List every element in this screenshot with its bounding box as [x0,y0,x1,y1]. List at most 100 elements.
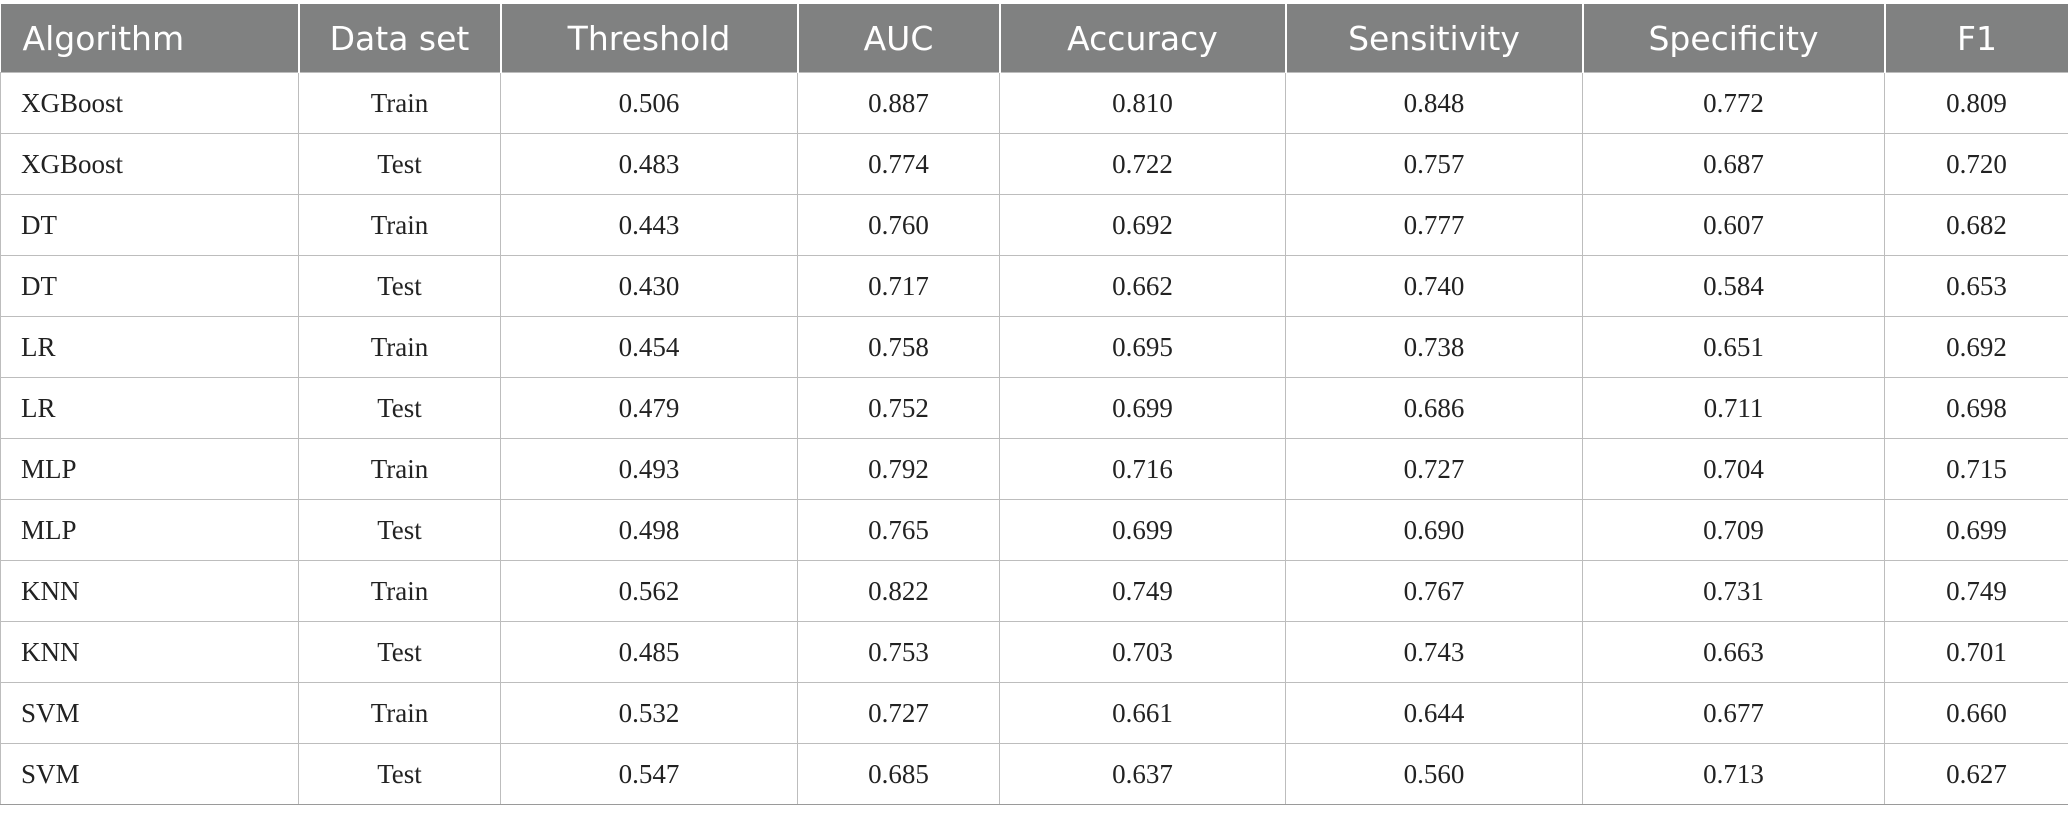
column-header-accuracy: Accuracy [999,4,1287,73]
table-row: KNN Train 0.562 0.822 0.749 0.767 0.731 0.749 [0,560,2068,622]
table-row: DT Train 0.443 0.760 0.692 0.777 0.607 0.682 [0,194,2068,256]
table-cell-data-set: Test [298,621,501,683]
table-cell-auc: 0.727 [797,682,1000,744]
table-cell-threshold: 0.483 [500,133,798,195]
table-cell-accuracy: 0.692 [999,194,1286,256]
table-cell-f1: 0.627 [1884,743,2068,805]
table-cell-f1: 0.699 [1884,499,2068,561]
table-cell-auc: 0.752 [797,377,1000,439]
table-cell-accuracy: 0.722 [999,133,1286,195]
table-cell-algorithm: LR [0,316,299,378]
table-cell-data-set: Train [298,316,501,378]
table-cell-sensitivity: 0.560 [1285,743,1583,805]
table-cell-f1: 0.698 [1884,377,2068,439]
table-cell-specificity: 0.687 [1582,133,1885,195]
table-cell-algorithm: MLP [0,499,299,561]
table-cell-algorithm: DT [0,255,299,317]
table-cell-f1: 0.653 [1884,255,2068,317]
table-cell-data-set: Test [298,499,501,561]
column-header-algorithm: Algorithm [0,4,300,73]
column-header-f1: F1 [1884,4,2068,73]
table-cell-sensitivity: 0.690 [1285,499,1583,561]
table-row: LR Test 0.479 0.752 0.699 0.686 0.711 0.698 [0,377,2068,439]
table-row: SVM Train 0.532 0.727 0.661 0.644 0.677 0.660 [0,682,2068,744]
table-cell-f1: 0.701 [1884,621,2068,683]
table-cell-specificity: 0.677 [1582,682,1885,744]
table-body: XGBoost Train 0.506 0.887 0.810 0.848 0.772 0.8… [0,72,2068,805]
table-cell-f1: 0.749 [1884,560,2068,622]
table-cell-threshold: 0.506 [500,72,798,134]
table-cell-data-set: Test [298,377,501,439]
column-header-sensitivity: Sensitivity [1285,4,1584,73]
column-header-auc: AUC [797,4,1001,73]
table-cell-sensitivity: 0.743 [1285,621,1583,683]
table-cell-data-set: Test [298,255,501,317]
table-cell-accuracy: 0.699 [999,499,1286,561]
table-cell-data-set: Train [298,194,501,256]
results-table: Algorithm Data set Threshold AUC Accuracy Sen… [0,4,2068,805]
table-cell-algorithm: LR [0,377,299,439]
table-cell-auc: 0.887 [797,72,1000,134]
table-cell-accuracy: 0.662 [999,255,1286,317]
table-cell-data-set: Train [298,438,501,500]
table-cell-sensitivity: 0.848 [1285,72,1583,134]
table-cell-f1: 0.682 [1884,194,2068,256]
table-cell-threshold: 0.479 [500,377,798,439]
table-cell-algorithm: KNN [0,560,299,622]
table-cell-threshold: 0.443 [500,194,798,256]
table-cell-accuracy: 0.703 [999,621,1286,683]
table-cell-f1: 0.660 [1884,682,2068,744]
column-header-data-set: Data set [298,4,502,73]
table-cell-threshold: 0.454 [500,316,798,378]
table-cell-threshold: 0.430 [500,255,798,317]
table-cell-auc: 0.792 [797,438,1000,500]
table-cell-sensitivity: 0.686 [1285,377,1583,439]
column-header-specificity: Specificity [1582,4,1886,73]
table-cell-data-set: Train [298,72,501,134]
table-cell-threshold: 0.562 [500,560,798,622]
table-cell-specificity: 0.584 [1582,255,1885,317]
table-cell-threshold: 0.493 [500,438,798,500]
table-cell-algorithm: KNN [0,621,299,683]
table-row: LR Train 0.454 0.758 0.695 0.738 0.651 0.692 [0,316,2068,378]
table-cell-specificity: 0.731 [1582,560,1885,622]
table-cell-sensitivity: 0.767 [1285,560,1583,622]
table-cell-accuracy: 0.749 [999,560,1286,622]
table-cell-data-set: Train [298,560,501,622]
table-row: MLP Test 0.498 0.765 0.699 0.690 0.709 0.699 [0,499,2068,561]
table-cell-specificity: 0.651 [1582,316,1885,378]
table-cell-specificity: 0.711 [1582,377,1885,439]
table-cell-auc: 0.753 [797,621,1000,683]
table-cell-auc: 0.822 [797,560,1000,622]
table-cell-threshold: 0.498 [500,499,798,561]
table-cell-sensitivity: 0.777 [1285,194,1583,256]
table-cell-sensitivity: 0.727 [1285,438,1583,500]
table-row: MLP Train 0.493 0.792 0.716 0.727 0.704 0.715 [0,438,2068,500]
table-cell-algorithm: XGBoost [0,72,299,134]
table-cell-threshold: 0.547 [500,743,798,805]
table-cell-algorithm: SVM [0,682,299,744]
table-cell-accuracy: 0.810 [999,72,1286,134]
table-row: DT Test 0.430 0.717 0.662 0.740 0.584 0.653 [0,255,2068,317]
table-cell-auc: 0.685 [797,743,1000,805]
table-cell-accuracy: 0.637 [999,743,1286,805]
table-cell-specificity: 0.713 [1582,743,1885,805]
table-cell-sensitivity: 0.740 [1285,255,1583,317]
table-cell-specificity: 0.772 [1582,72,1885,134]
table-cell-auc: 0.765 [797,499,1000,561]
table-cell-data-set: Test [298,743,501,805]
table-cell-algorithm: DT [0,194,299,256]
table-cell-sensitivity: 0.757 [1285,133,1583,195]
table-cell-f1: 0.715 [1884,438,2068,500]
table-row: SVM Test 0.547 0.685 0.637 0.560 0.713 0.627 [0,743,2068,805]
table-cell-algorithm: MLP [0,438,299,500]
table-row: KNN Test 0.485 0.753 0.703 0.743 0.663 0.701 [0,621,2068,683]
table-cell-specificity: 0.607 [1582,194,1885,256]
table-cell-data-set: Test [298,133,501,195]
table-cell-auc: 0.758 [797,316,1000,378]
table-row: XGBoost Train 0.506 0.887 0.810 0.848 0.772 0.8… [0,72,2068,134]
table-cell-algorithm: SVM [0,743,299,805]
table-cell-threshold: 0.485 [500,621,798,683]
results-table-container: Algorithm Data set Threshold AUC Accuracy Sen… [0,4,2068,805]
table-cell-f1: 0.692 [1884,316,2068,378]
